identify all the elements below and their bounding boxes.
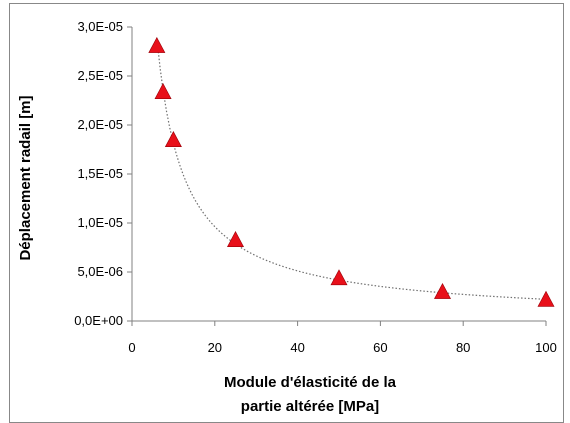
data-point bbox=[154, 83, 172, 99]
y-axis-title: Déplacement radail [m] bbox=[17, 95, 34, 260]
x-tick-label: 20 bbox=[208, 340, 222, 355]
y-tick-label: 2,0E-05 bbox=[77, 117, 123, 132]
y-tick-label: 2,5E-05 bbox=[77, 68, 123, 83]
y-tick-label: 5,0E-06 bbox=[77, 264, 123, 279]
x-axis-title-line-2: partie altérée [MPa] bbox=[241, 398, 379, 415]
y-tick-label: 0,0E+00 bbox=[74, 313, 123, 328]
x-tick-label: 100 bbox=[535, 340, 557, 355]
x-tick-label: 0 bbox=[128, 340, 135, 355]
data-point bbox=[227, 231, 244, 247]
axes-layer: 0,0E+00 5,0E-06 1,0E-05 1,5E-05 2,0E-05 2,5E-… bbox=[74, 19, 557, 355]
data-point bbox=[148, 36, 166, 53]
data-point bbox=[537, 290, 555, 307]
trendline bbox=[156, 37, 547, 300]
data-point bbox=[434, 282, 451, 299]
x-tick-label: 40 bbox=[290, 340, 304, 355]
data-point bbox=[330, 269, 348, 286]
y-tick-label: 1,5E-05 bbox=[77, 166, 123, 181]
trendline-layer bbox=[156, 37, 547, 300]
y-tick-label: 1,0E-05 bbox=[77, 215, 123, 230]
marker-layer bbox=[148, 36, 555, 307]
y-tick-label: 3,0E-05 bbox=[77, 19, 123, 34]
x-tick-label: 60 bbox=[373, 340, 387, 355]
chart-frame bbox=[9, 3, 564, 423]
data-point bbox=[164, 131, 182, 147]
x-axis-title-line-1: Module d'élasticité de la bbox=[224, 374, 397, 391]
x-tick-label: 80 bbox=[456, 340, 470, 355]
